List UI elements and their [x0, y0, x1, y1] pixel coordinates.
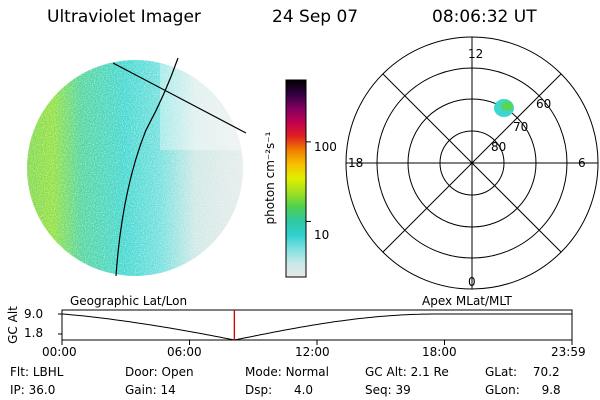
info-door: Door: Open — [125, 365, 194, 379]
mlt-label-18: 18 — [348, 156, 364, 170]
colorbar-tick-100: 100 — [314, 140, 337, 154]
dsp-value: 4.0 — [293, 383, 314, 397]
timeline-xtick-4: 23:59 — [551, 345, 586, 359]
mlt-label-0: 0 — [468, 275, 476, 289]
colorbar-body — [285, 79, 307, 278]
info-ip: IP: 36.0 — [10, 383, 56, 397]
glat-value: 70.2 — [532, 365, 560, 379]
timeline-xtick-1: 06:00 — [167, 345, 202, 359]
timeline-x-ticks — [61, 340, 573, 345]
lat-label-70: 70 — [513, 120, 529, 134]
info-gain: Gain: 14 — [125, 383, 176, 397]
gcalt-value: 2.1 Re — [410, 365, 449, 379]
info-flt: Flt: LBHL — [10, 365, 64, 379]
info-glon: GLon: 9.8 — [485, 383, 561, 397]
mode-value: Normal — [285, 365, 329, 379]
image-noise — [27, 60, 243, 276]
orbit-altitude-curve — [61, 313, 572, 341]
time-label: 08:06:32 UT — [432, 7, 537, 27]
lat-label-60: 60 — [536, 97, 552, 111]
info-seq: Seq: 39 — [365, 383, 411, 397]
geographic-caption: Geographic Lat/Lon — [70, 294, 188, 308]
info-mode: Mode: Normal — [245, 365, 329, 379]
gain-value: 14 — [160, 383, 176, 397]
timeline-ytick-high: 9.0 — [24, 307, 44, 321]
flt-value: LBHL — [32, 365, 64, 379]
colorbar-ticks — [306, 141, 311, 222]
seq-value: 39 — [395, 383, 411, 397]
glon-value: 9.8 — [541, 383, 561, 397]
timeline-xtick-3: 18:00 — [422, 345, 457, 359]
timeline-y-label: GC Alt — [6, 306, 20, 344]
timeline-plot — [58, 309, 573, 345]
auroral-spot — [494, 99, 514, 117]
mlt-label-12: 12 — [468, 47, 484, 61]
timeline-ytick-low: 1.8 — [24, 326, 44, 340]
colorbar — [285, 79, 311, 278]
info-glat: GLat: 70.2 — [485, 365, 560, 379]
colorbar-tick-10: 10 — [314, 228, 330, 242]
grid-line-lon — [115, 57, 179, 277]
polar-plot — [345, 36, 599, 290]
date-label: 24 Sep 07 — [272, 7, 359, 27]
timeline-xtick-2: 12:00 — [295, 345, 330, 359]
dayside-wash — [160, 60, 243, 150]
uv-image-disk — [27, 57, 247, 277]
colorbar-unit-label: photon cm⁻²s⁻¹ — [263, 131, 277, 225]
lat-label-80: 80 — [491, 140, 507, 154]
info-gcalt: GC Alt: 2.1 Re — [365, 365, 449, 379]
apex-caption: Apex MLat/MLT — [422, 294, 512, 308]
instrument-title: Ultraviolet Imager — [47, 7, 201, 27]
info-dsp: Dsp: 4.0 — [245, 383, 314, 397]
polar-axis-diag2 — [382, 73, 562, 253]
mlt-label-6: 6 — [578, 156, 586, 170]
timeline-xtick-0: 00:00 — [42, 345, 77, 359]
grid-line-lat — [112, 62, 247, 134]
ip-value: 36.0 — [28, 383, 56, 397]
door-value: Open — [161, 365, 194, 379]
